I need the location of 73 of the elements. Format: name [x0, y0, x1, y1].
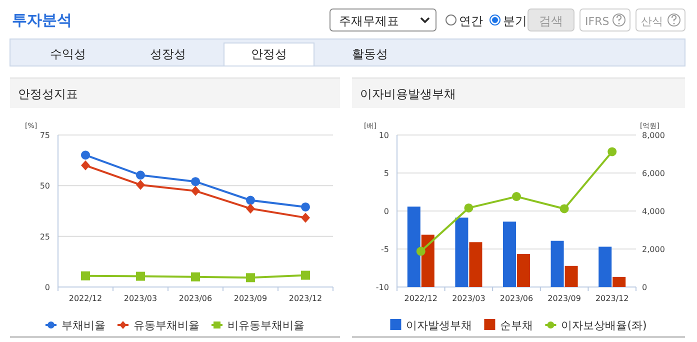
- bar: [598, 246, 612, 287]
- point: [191, 177, 200, 186]
- y-tick-label: -5: [381, 245, 389, 254]
- point: [136, 272, 145, 281]
- point: [416, 246, 426, 256]
- y2-tick-label: 0: [642, 283, 648, 292]
- point: [246, 204, 255, 214]
- text: 수익성: [50, 47, 86, 61]
- y2-tick-label: 6,000: [642, 169, 665, 178]
- bar: [407, 206, 420, 287]
- y-tick-label: 0: [44, 283, 50, 292]
- x-tick-label: 2023/06: [178, 294, 212, 303]
- x-tick-label: 2023/03: [452, 294, 486, 303]
- legend-label: 이자보상배율(좌): [561, 319, 647, 332]
- text: 분기: [503, 14, 527, 28]
- point: [81, 150, 90, 160]
- legend-label: 순부채: [500, 319, 534, 332]
- point: [464, 203, 474, 212]
- bar: [612, 276, 626, 287]
- x-tick-label: 2023/09: [548, 294, 581, 303]
- point: [301, 202, 310, 212]
- point: [81, 160, 90, 170]
- legend-label: 유동부채비율: [134, 319, 200, 332]
- bar: [517, 254, 530, 287]
- text: 연간: [459, 14, 483, 28]
- x-tick-label: 2023/03: [124, 294, 158, 303]
- y-tick-label: 50: [40, 182, 50, 191]
- point: [512, 192, 521, 202]
- text: 활동성: [352, 47, 388, 61]
- point: [301, 270, 310, 280]
- bar: [455, 218, 468, 287]
- point: [560, 204, 569, 214]
- text: IFRS: [585, 15, 610, 28]
- point: [136, 170, 145, 180]
- x-tick-label: 2023/12: [288, 294, 322, 303]
- text: 성장성: [150, 47, 186, 61]
- y2-tick-label: 8,000: [642, 131, 665, 140]
- y-tick-label: 5: [384, 169, 389, 178]
- x-tick-label: 2023/09: [234, 294, 268, 303]
- y2-tick-label: 4,000: [642, 207, 665, 216]
- point: [246, 273, 255, 282]
- bar: [421, 234, 434, 287]
- y2-tick-label: 2,000: [642, 245, 665, 254]
- chart-title: 안정성지표: [18, 87, 78, 101]
- y-tick-label: 0: [384, 207, 389, 216]
- y-tick-label: -10: [376, 283, 389, 292]
- y-tick-label: 75: [40, 131, 50, 140]
- x-tick-label: 2023/12: [595, 294, 629, 303]
- chart-title: 이자비용발생부채: [360, 87, 456, 101]
- legend-label: 이자발생부채: [406, 319, 472, 332]
- text: 산식: [641, 15, 663, 28]
- text: 안정성: [251, 47, 287, 61]
- point: [191, 272, 200, 282]
- text: 검색: [539, 14, 563, 28]
- text: 투자분석: [12, 11, 72, 29]
- text: 주재무제표: [339, 14, 399, 28]
- point: [136, 180, 145, 190]
- legend-label: 비유동부채비율: [228, 319, 304, 332]
- point: [301, 212, 310, 223]
- x-tick-label: 2022/12: [404, 294, 438, 303]
- y-tick-label: 25: [40, 232, 50, 242]
- bar: [550, 240, 564, 287]
- bar: [503, 222, 516, 287]
- x-tick-label: 2023/06: [500, 294, 534, 303]
- bar: [564, 266, 578, 287]
- x-tick-label: 2022/12: [68, 294, 102, 303]
- y-tick-label: 10: [378, 131, 389, 140]
- point: [81, 271, 90, 280]
- bar: [469, 242, 482, 287]
- point: [191, 186, 200, 196]
- point: [608, 147, 617, 156]
- legend-label: 부채비율: [62, 319, 106, 332]
- point: [246, 196, 255, 205]
